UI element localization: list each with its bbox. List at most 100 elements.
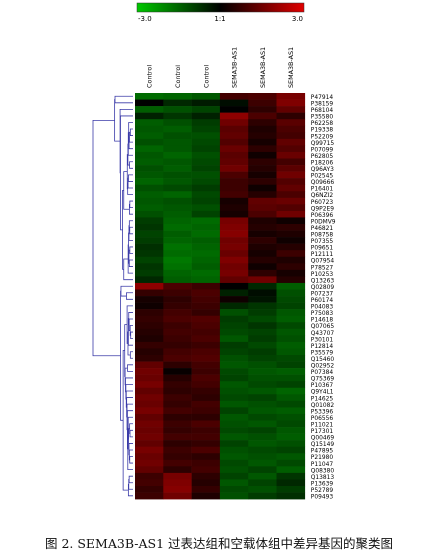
heatmap-cell	[276, 263, 306, 271]
heatmap-cell	[276, 341, 306, 349]
heatmap-cell	[248, 315, 277, 323]
row-label: Q13263	[311, 278, 335, 284]
heatmap-cell	[191, 93, 221, 100]
heatmap-cell	[219, 453, 249, 461]
row-label: P47895	[311, 449, 334, 455]
dendrogram-branch	[127, 364, 133, 372]
heatmap-cell	[276, 394, 306, 402]
heatmap-cell	[219, 440, 249, 447]
heatmap-cell	[163, 197, 192, 205]
heatmap-cell	[248, 407, 277, 415]
heatmap-cell	[163, 132, 192, 140]
heatmap-cell	[248, 492, 277, 500]
heatmap-cell	[163, 99, 192, 107]
heatmap-cell	[191, 315, 221, 323]
heatmap-cell	[219, 302, 249, 310]
heatmap-cell	[163, 420, 192, 428]
heatmap-cell	[135, 263, 164, 271]
heatmap-cell	[163, 204, 192, 212]
heatmap-cell	[248, 276, 277, 284]
row-label: P18206	[311, 160, 334, 166]
heatmap-cell	[248, 145, 277, 153]
heatmap-cell	[276, 243, 306, 251]
heatmap-cell	[276, 132, 306, 140]
heatmap-cell	[248, 446, 277, 454]
row-label: Q07954	[311, 259, 335, 265]
heatmap-cell	[163, 237, 192, 244]
heatmap-cell	[163, 472, 192, 480]
heatmap-cell	[163, 315, 192, 323]
heatmap-cell	[163, 348, 192, 356]
heatmap-cell	[163, 171, 192, 179]
heatmap-cell	[191, 197, 221, 205]
row-label: Q07065	[311, 324, 335, 330]
heatmap-cell	[135, 125, 164, 133]
heatmap-cell	[191, 165, 221, 172]
heatmap-cell	[191, 106, 221, 113]
heatmap-cell	[276, 407, 306, 415]
heatmap-cell	[219, 151, 249, 159]
heatmap-cell	[191, 328, 221, 336]
heatmap-cell	[191, 440, 221, 447]
heatmap-cell	[219, 433, 249, 441]
heatmap-cell	[248, 427, 277, 434]
dendrogram-branch	[129, 161, 133, 169]
heatmap-cell	[163, 119, 192, 127]
heatmap-cell	[248, 361, 277, 369]
column-label: Control	[146, 65, 154, 88]
heatmap-cell	[248, 269, 277, 277]
row-label: Q02952	[311, 364, 335, 370]
heatmap-cell	[191, 210, 221, 218]
heatmap-cell	[248, 224, 277, 231]
heatmap-cell	[135, 394, 164, 402]
heatmap-cell	[191, 224, 221, 231]
row-label: Q6NZI2	[311, 193, 334, 199]
heatmap-cell	[248, 217, 277, 225]
heatmap-cell	[219, 250, 249, 258]
heatmap-cell	[163, 433, 192, 441]
heatmap-cell	[163, 276, 192, 284]
row-label: P04083	[311, 305, 334, 311]
heatmap-cell	[248, 138, 277, 146]
heatmap-cell	[248, 210, 277, 218]
dendrogram-branch	[126, 292, 133, 300]
heatmap-cell	[191, 453, 221, 461]
heatmap-cell	[163, 413, 192, 421]
heatmap-cell	[276, 322, 306, 330]
heatmap-cell	[248, 263, 277, 271]
heatmap-cell	[276, 282, 306, 290]
heatmap-cell	[191, 361, 221, 369]
heatmap-cell	[163, 263, 192, 271]
heatmap-cell	[248, 335, 277, 343]
heatmap-cell	[219, 315, 249, 323]
dendrogram-branch	[128, 174, 133, 182]
heatmap-cell	[248, 296, 277, 303]
heatmap-cell	[191, 387, 221, 395]
heatmap-cell	[276, 446, 306, 454]
heatmap-cell	[163, 381, 192, 389]
heatmap-cell	[135, 276, 164, 284]
heatmap-cell	[219, 355, 249, 362]
heatmap-cell	[219, 341, 249, 349]
heatmap-cell	[163, 479, 192, 487]
heatmap-cell	[248, 132, 277, 140]
heatmap-cell	[163, 250, 192, 258]
heatmap-cell	[219, 282, 249, 290]
row-label: P0DMV9	[311, 219, 336, 225]
heatmap-cell	[135, 433, 164, 441]
heatmap-cell	[163, 184, 192, 192]
dendrogram-branch	[129, 226, 133, 235]
heatmap-cell	[248, 204, 277, 212]
heatmap-cell	[248, 355, 277, 362]
heatmap-cell	[276, 296, 306, 303]
row-label: Q02809	[311, 285, 335, 291]
heatmap-cell	[135, 486, 164, 493]
heatmap-cell	[248, 381, 277, 389]
row-label: Q15460	[311, 357, 335, 363]
row-label: P07099	[311, 147, 334, 153]
heatmap-cell	[276, 440, 306, 447]
dendrogram-branch	[129, 325, 133, 336]
heatmap-cell	[219, 125, 249, 133]
heatmap-cell	[276, 171, 306, 179]
dendrogram-branch	[114, 99, 121, 142]
